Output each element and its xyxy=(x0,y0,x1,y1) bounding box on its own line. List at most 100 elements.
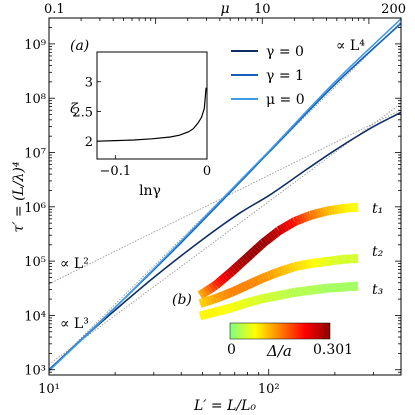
inset-b-curve-1-segment xyxy=(254,242,264,252)
x-tick-label: 10² xyxy=(258,382,280,397)
inset-b-curve-1-segment xyxy=(270,229,280,239)
inset-b-curve-2-segment xyxy=(209,295,215,305)
inset-b-curve-3-segment xyxy=(217,306,223,316)
inset-b-curve-3-segment xyxy=(275,290,280,301)
inset-b-curve-2-segment xyxy=(201,297,207,308)
inset-a-y-tick-label: 2 xyxy=(85,135,93,150)
inset-b-curve-1-segment xyxy=(249,246,259,256)
inset-b-curve-1-segment xyxy=(212,279,222,289)
inset-b-curve-2-segment xyxy=(304,259,309,269)
inset-b-curve-1-segment xyxy=(241,254,251,264)
inset-a-frame xyxy=(96,51,208,160)
legend-label-gamma0: γ = 0 xyxy=(266,44,304,60)
inset-b-curve-3-segment xyxy=(230,302,236,313)
inset-b-curve-2-segment xyxy=(224,289,231,299)
inset-b-curve-1-segment xyxy=(320,207,325,217)
inset-b-curve-2-segment xyxy=(227,288,234,298)
inset-b-curve-2-segment xyxy=(235,284,242,295)
inset-b-curve-2-segment xyxy=(280,265,286,276)
inset-b-curve-1-segment xyxy=(233,261,243,271)
inset-b-curve-3-segment xyxy=(259,294,265,304)
inset-b-curve-1-segment xyxy=(202,286,211,296)
inset-b-curve-2-segment xyxy=(290,262,297,272)
inset-b-curve-2-segment xyxy=(242,281,250,291)
inset-b-curve-1-segment xyxy=(260,237,269,247)
x-tick-label: 10¹ xyxy=(38,382,60,397)
inset-a-series xyxy=(96,87,207,142)
inset-b-curve-2-segment xyxy=(219,291,226,301)
inset-b-curve-2-segment xyxy=(214,293,221,303)
inset-b-curve-3-segment xyxy=(209,308,215,318)
inset-a-panel-label: (a) xyxy=(70,38,89,54)
inset-b-curve-1-segment xyxy=(306,211,313,221)
inset-b-curve-2-segment xyxy=(248,278,255,289)
inset-b-curve-1-segment xyxy=(322,206,328,217)
inset-b-curve-3-segment xyxy=(225,304,231,314)
inset-b-curve-1-segment xyxy=(309,210,315,220)
inset-b-curve-1-segment xyxy=(228,266,238,276)
inset-b: (b) t₁ t₂ t₃ 0 Δ/a 0.301 xyxy=(172,201,384,360)
inset-b-label-t2: t₂ xyxy=(372,244,384,260)
inset-b-curve-2-segment xyxy=(299,260,304,271)
y-tick-label: 10⁶ xyxy=(24,201,46,216)
legend-label-gamma1: γ = 1 xyxy=(266,68,304,84)
inset-b-curve-2-segment xyxy=(216,292,223,302)
series-gamma0 xyxy=(49,111,401,371)
inset-b-curve-1-segment xyxy=(281,222,290,232)
top-tick-label: 200 xyxy=(381,2,406,17)
inset-b-curve-3-segment xyxy=(212,307,217,317)
inset-b-curve-1-segment xyxy=(312,209,317,219)
inset-b-curve-2-segment xyxy=(285,264,291,274)
inset-b-curve-1-segment xyxy=(265,233,274,243)
inset-b-curve-2-segment xyxy=(203,296,210,307)
inset-a-x-label: lnγ xyxy=(139,183,161,199)
inset-b-curve-3-segment xyxy=(243,298,249,308)
inset-b-curve-2-segment xyxy=(198,298,205,308)
y-tick-label: 10³ xyxy=(24,364,46,379)
inset-a-x-tick-label: 0 xyxy=(203,164,211,179)
inset-b-curve-1-segment xyxy=(314,208,320,219)
inset-b-curve-1-segment xyxy=(205,284,213,295)
inset-b-curve-1-segment xyxy=(273,227,282,237)
inset-b-curve-1-segment xyxy=(301,213,307,223)
inset-b-curve-3-segment xyxy=(264,293,270,303)
inset-b-curve-2-segment xyxy=(307,259,312,269)
inset-b-curve-3-segment xyxy=(238,300,244,310)
y-axis-label: τ′ = (L/λ)⁴ xyxy=(11,161,27,232)
inset-a-y-tick-label: 3 xyxy=(85,76,93,91)
inset-b-curve-1-segment xyxy=(223,270,232,280)
inset-b-curve-3-segment xyxy=(256,294,262,305)
legend: γ = 0 γ = 1 μ = 0 xyxy=(231,44,305,108)
inset-b-curve-3-segment xyxy=(283,289,288,299)
y-tick-label: 10⁹ xyxy=(24,38,46,53)
inset-b-curve-2-segment xyxy=(282,264,289,275)
inset-b-curve-2-segment xyxy=(296,261,301,271)
inset-b-curve-3-segment xyxy=(291,287,296,298)
plot-frame xyxy=(48,17,402,376)
colorbar-max-label: 0.301 xyxy=(313,342,353,358)
inset-b-curve-1-segment xyxy=(220,272,230,282)
y-tick-label: 10⁷ xyxy=(24,147,46,162)
inset-a: 2 2.5 3 −0.1 0 (a) ζ lnγ xyxy=(70,38,211,199)
inset-b-label-t1: t₁ xyxy=(372,201,383,217)
y-tick-label: 10⁴ xyxy=(24,309,46,324)
inset-b-curve-1-segment xyxy=(197,289,206,300)
inset-b-curve-1-segment xyxy=(276,225,284,235)
legend-label-mu0: μ = 0 xyxy=(266,92,305,108)
colorbar xyxy=(229,322,331,340)
inset-b-curve-3-segment xyxy=(232,301,239,312)
inset-b-curve-2-segment xyxy=(240,282,247,292)
inset-b-curve-1-segment xyxy=(279,223,287,234)
colorbar-min-label: 0 xyxy=(227,342,236,358)
inset-b-curve-3-segment xyxy=(222,304,228,315)
inset-b-curve-3-segment xyxy=(278,290,283,300)
inset-b-curve-1-segment xyxy=(293,216,300,226)
inset-b-curve-1-segment xyxy=(298,214,305,224)
inset-b-curve-2-segment xyxy=(269,269,276,280)
inset-b-curve-2-segment xyxy=(222,290,228,300)
inset-b-curve-1-segment xyxy=(303,212,310,222)
inset-b-curve-1-segment xyxy=(218,275,227,285)
inset-b-curve-1-segment xyxy=(239,256,248,266)
inset-b-curve-3-segment xyxy=(206,308,212,319)
inset-b-curve-2-segment xyxy=(250,277,258,287)
